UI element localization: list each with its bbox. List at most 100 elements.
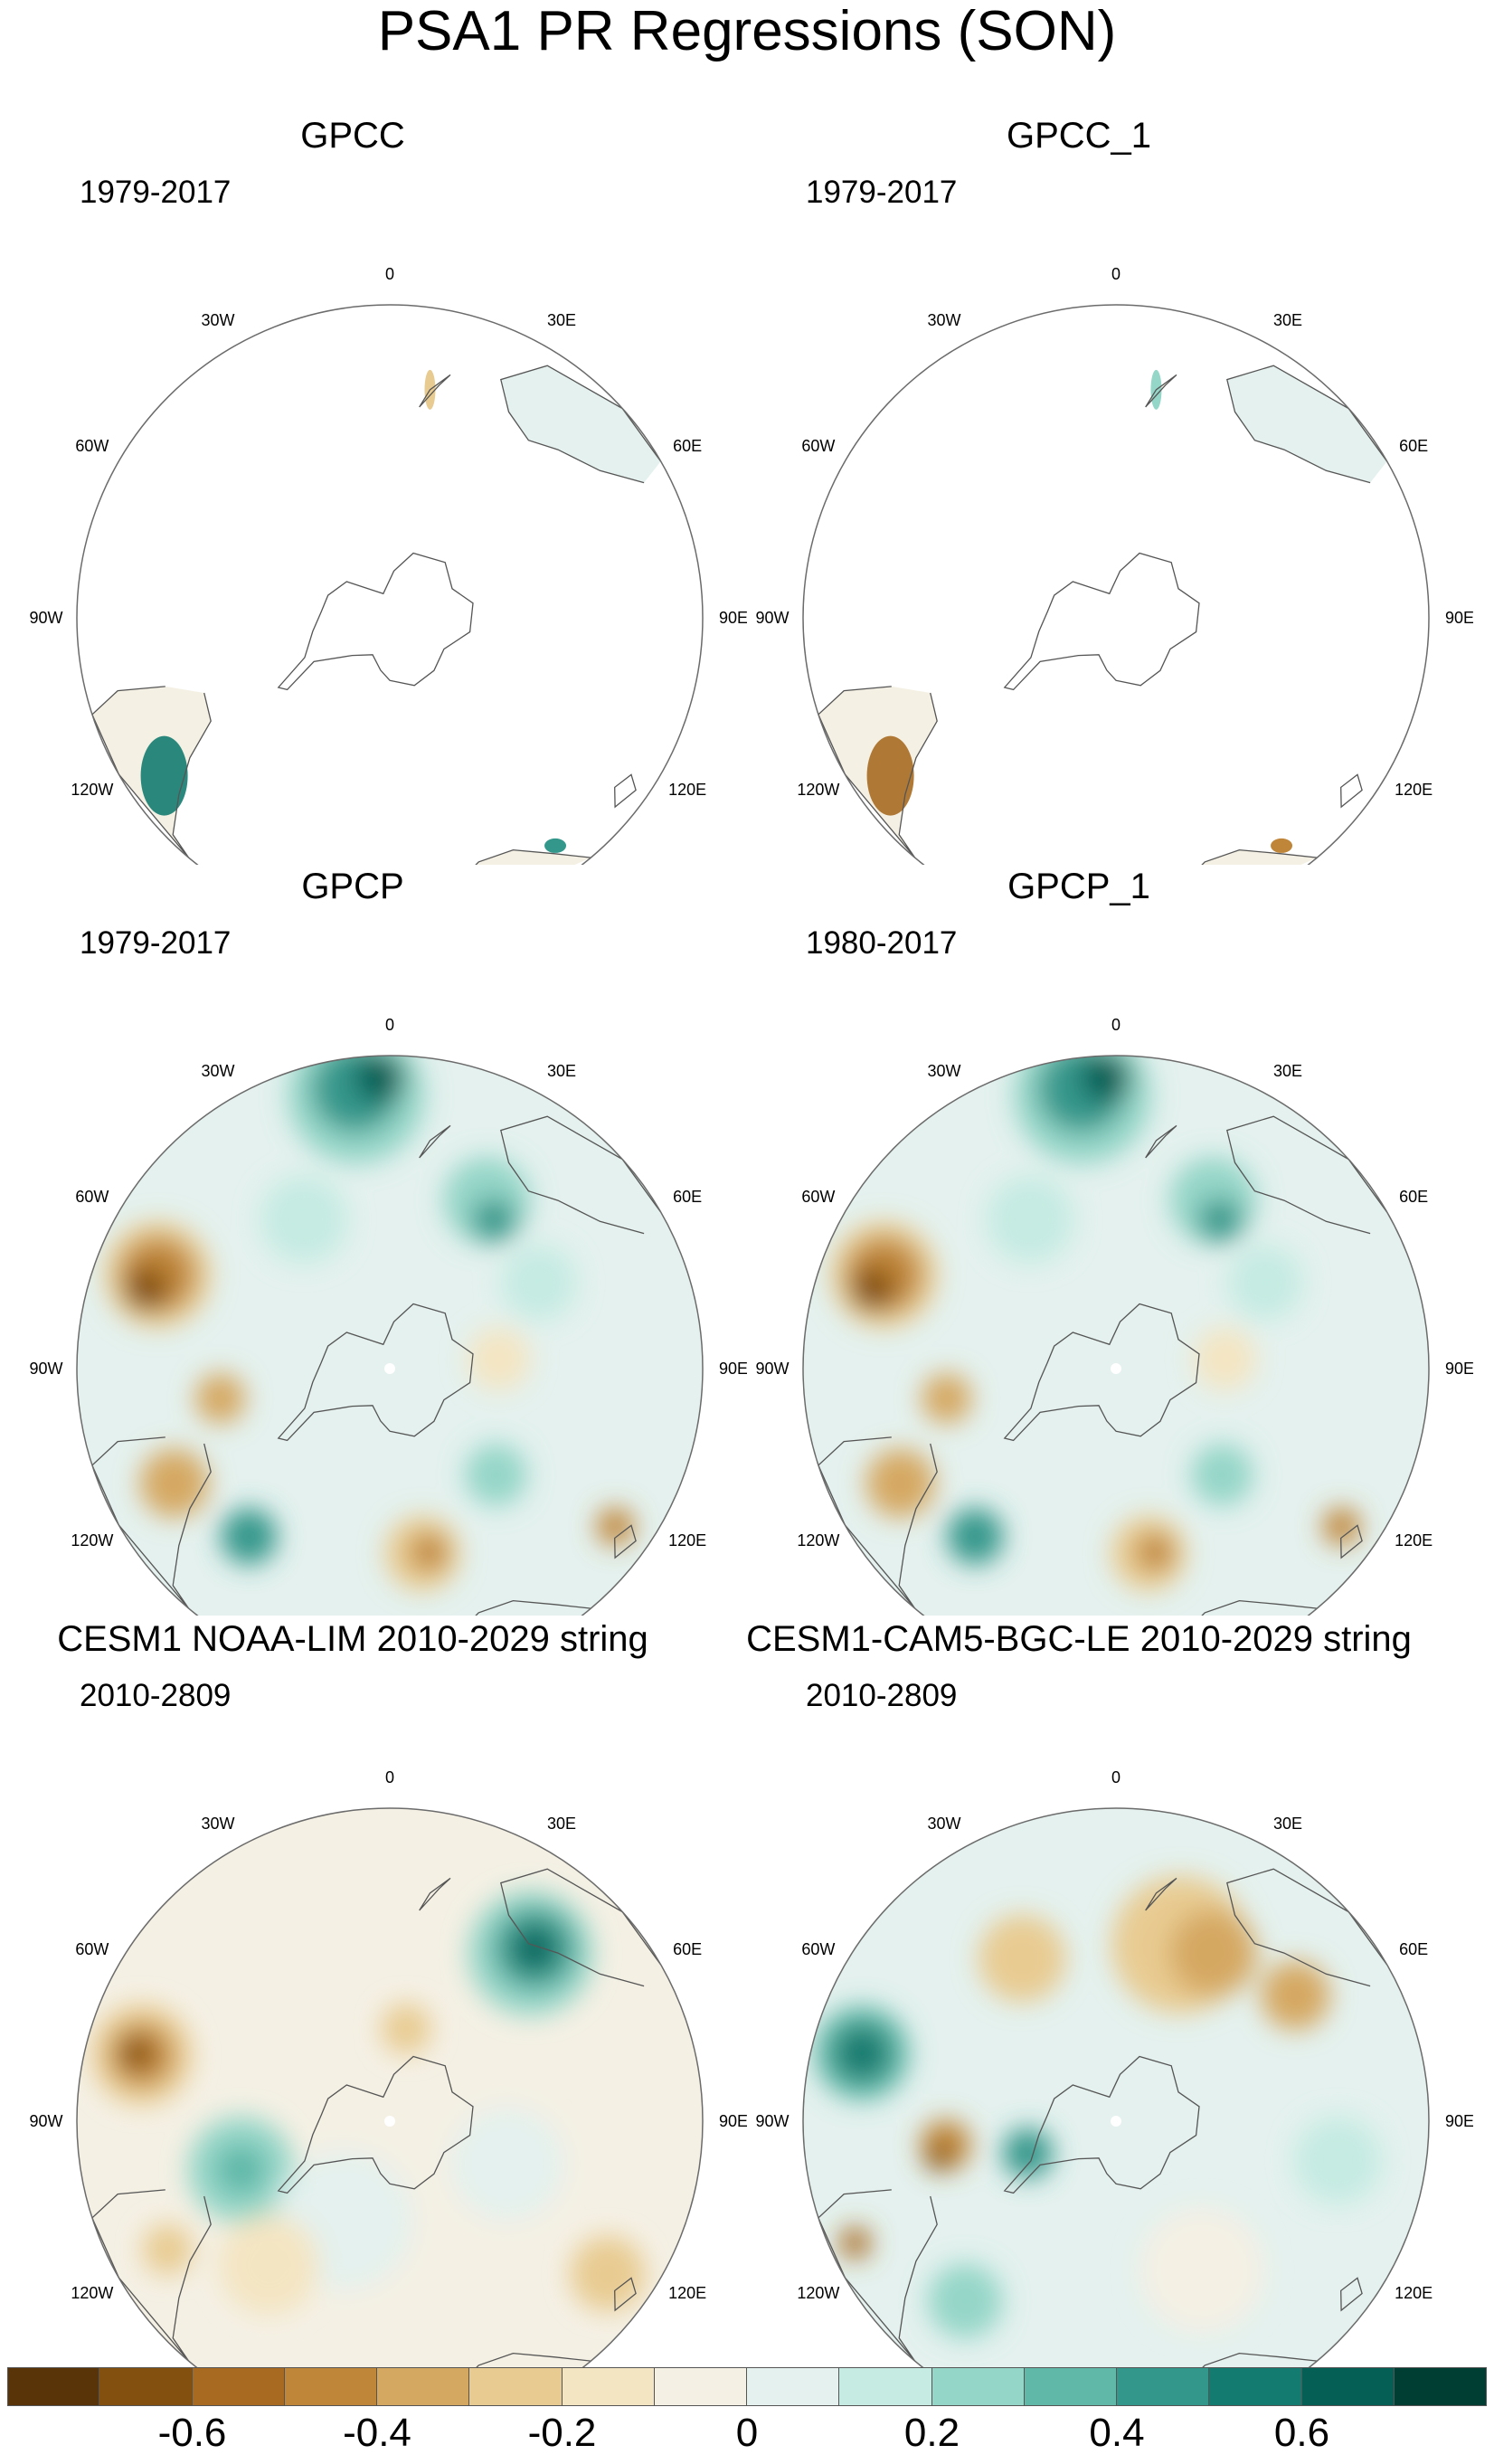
map-boundary-circle [76, 1807, 704, 2368]
longitude-label: 30E [1273, 1815, 1302, 1833]
anomaly-contour [464, 1443, 528, 1506]
anomaly-contour [410, 1533, 449, 1571]
south-america-coastline [91, 2189, 212, 2362]
colorbar-swatch [562, 2367, 655, 2406]
polar-stereographic-map: 030E60E90E120E150E180150W120W90W60W30W [755, 1016, 1473, 1616]
map-boundary-circle [76, 1055, 704, 1616]
colorbar-tick-label: 0.6 [1273, 2411, 1330, 2455]
antarctica-coastline [277, 552, 474, 691]
longitude-label: 60E [673, 1188, 702, 1206]
map-panel: GPCP_11980-2017030E60E90E120E150E180150W… [726, 867, 1473, 1616]
anomaly-contour [450, 2108, 564, 2221]
australia-coastline [1226, 1868, 1388, 1987]
africa-coastline [432, 2352, 591, 2368]
colorbar-swatch [7, 2367, 100, 2406]
australia-coastline [1226, 1115, 1388, 1235]
colorbar-swatch [377, 2367, 470, 2406]
south-america-coastline [818, 2189, 938, 2362]
south-america-coastline [818, 686, 938, 858]
longitude-label: 60E [1399, 1188, 1428, 1206]
panel-title: CESM1-CAM5-BGC-LE 2010-2029 string [746, 1619, 1412, 1659]
longitude-label: 120W [797, 781, 839, 799]
polar-stereographic-map: 030E60E90E120E150E180150W120W90W60W30W [29, 1016, 747, 1616]
new-zealand-coastline [419, 374, 451, 408]
longitude-label: 90W [29, 1360, 62, 1378]
longitude-label: 0 [385, 265, 394, 283]
anomaly-contour [221, 1508, 278, 1565]
coastlines [91, 365, 662, 865]
polar-stereographic-map: 030E60E90E120E150E180150W120W90W60W30W [755, 265, 1473, 865]
new-zealand-coastline [1145, 1124, 1177, 1159]
longitude-label: 30W [927, 311, 960, 329]
anomaly-contour [1322, 1507, 1361, 1546]
polar-stereographic-map: 030E60E90E120E150E180150W120W90W60W30W [755, 1768, 1473, 2368]
coastlines [91, 1115, 662, 1616]
madagascar-coastline [1340, 2277, 1363, 2312]
africa-coastline [432, 848, 591, 865]
longitude-label: 60E [673, 437, 702, 455]
longitude-label: 90W [29, 609, 62, 627]
anomaly-contour [1139, 2207, 1265, 2333]
anomaly-contour [124, 1267, 168, 1312]
anomaly-contour [1194, 1327, 1257, 1390]
longitude-label: 30E [547, 1815, 576, 1833]
anomaly-contour [596, 1507, 635, 1546]
madagascar-coastline [1340, 1524, 1363, 1559]
anomaly-contour [570, 2236, 646, 2312]
longitude-label: 120W [71, 1531, 113, 1549]
australia-land [500, 365, 661, 483]
africa-coastline [432, 1599, 591, 1616]
anomaly-contour [139, 1448, 209, 1518]
anomaly-contour [978, 1914, 1066, 2003]
map-boundary-circle [802, 1055, 1430, 1616]
longitude-label: 90E [719, 1360, 747, 1378]
antarctica-coastline [1003, 552, 1200, 691]
panel-title: GPCP [301, 867, 404, 906]
madagascar-coastline [614, 1524, 637, 1559]
longitude-label: 60W [801, 1940, 835, 1958]
madagascar-coastline [1340, 773, 1363, 809]
longitude-label: 0 [1111, 1768, 1120, 1786]
longitude-label: 30E [1273, 311, 1302, 329]
map-panel: GPCP1979-2017030E60E90E120E150E180150W12… [0, 867, 747, 1616]
anomaly-contour [1197, 1198, 1243, 1242]
colorbar-swatch [1209, 2367, 1302, 2406]
anomaly-contour [1227, 1245, 1303, 1321]
longitude-label: 120E [1395, 1531, 1433, 1549]
pole-hole [1111, 1363, 1121, 1374]
anomaly-contour [921, 1373, 972, 1424]
anomaly-contour [120, 2037, 152, 2070]
anomaly-contour [515, 1929, 553, 1967]
map-boundary-circle [802, 1807, 1430, 2368]
new-zealand-coastline [1145, 1877, 1177, 1911]
australia-coastline [1226, 365, 1388, 484]
longitude-label: 120W [71, 2284, 113, 2302]
coastlines [818, 365, 1388, 865]
longitude-label: 90E [719, 2112, 747, 2130]
polar-stereographic-map: 030E60E90E120E150E180150W120W90W60W30W [29, 1768, 747, 2368]
anomaly-contour [927, 2263, 1003, 2339]
antarctica-coastline [277, 2055, 474, 2194]
colorbar-tick-label: 0.4 [1089, 2411, 1145, 2455]
antarctica-coastline [1003, 2055, 1200, 2194]
map-panel: CESM1-CAM5-BGC-LE 2010-2029 string 2010-2… [726, 1619, 1473, 2368]
australia-coastline [500, 1868, 662, 1987]
anomaly-contour [501, 1245, 577, 1321]
africa-coastline [1158, 1599, 1318, 1616]
anomaly-contour [1190, 1443, 1253, 1506]
longitude-label: 120E [668, 781, 706, 799]
anomaly-contour [925, 2146, 951, 2172]
panel-title: CESM1 NOAA-LIM 2010-2029 string [57, 1619, 648, 1659]
longitude-label: 60E [673, 1940, 702, 1958]
anomaly-contour [142, 2224, 193, 2275]
anomaly-contour [468, 1327, 531, 1390]
antarctica-coastline [1003, 1303, 1200, 1442]
panel-period: 2010-2809 [80, 1678, 232, 1713]
coastlines [818, 1115, 1388, 1616]
longitude-label: 90E [1445, 1360, 1473, 1378]
map-panel: GPCC_11979-2017030E60E90E120E150E180150W… [726, 116, 1473, 865]
anomaly-contour [1081, 1056, 1131, 1104]
longitude-label: 60W [75, 1188, 109, 1206]
longitude-label: 30W [201, 311, 234, 329]
anomaly-contour [381, 2004, 431, 2054]
